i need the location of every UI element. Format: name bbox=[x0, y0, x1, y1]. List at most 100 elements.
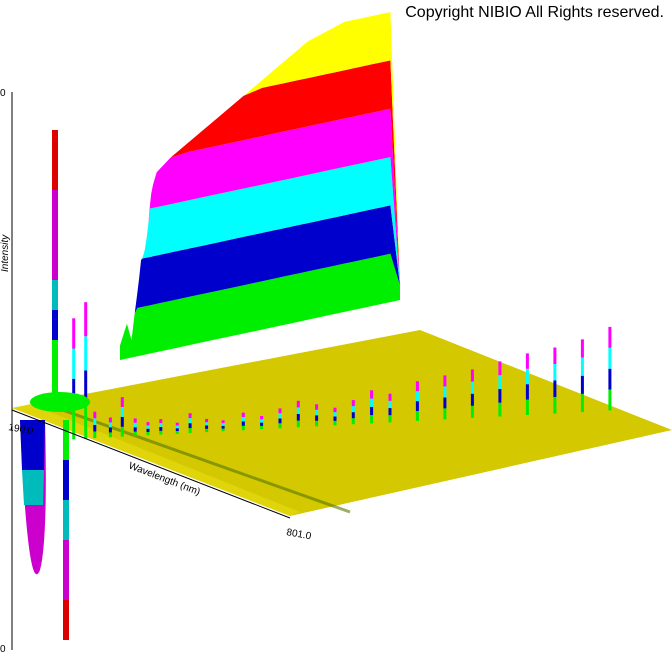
near-peak-24-band-3 bbox=[470, 381, 474, 394]
near-peak-20-band-4 bbox=[370, 390, 374, 399]
near-peak-12-band-4 bbox=[221, 420, 225, 424]
near-peak-25-band-2 bbox=[498, 388, 502, 403]
near-peak-10-band-1 bbox=[188, 428, 192, 434]
left-spike-up-seg-5 bbox=[52, 130, 58, 190]
near-peak-19-band-4 bbox=[351, 400, 355, 407]
near-peak-9-band-1 bbox=[175, 431, 179, 434]
near-peak-4-band-3 bbox=[108, 422, 112, 428]
left-dip-cyan bbox=[22, 470, 44, 505]
near-spectrum-peaks bbox=[72, 302, 612, 440]
y-top-tick-label: 0 bbox=[0, 88, 6, 99]
near-peak-10-band-2 bbox=[188, 423, 192, 429]
near-peak-6-band-3 bbox=[133, 422, 137, 428]
left-spike-down-seg-2 bbox=[63, 460, 69, 500]
near-peak-15-band-2 bbox=[278, 418, 282, 424]
near-peak-20-band-3 bbox=[370, 398, 374, 407]
near-peak-16-band-4 bbox=[296, 400, 300, 408]
near-peak-17-band-2 bbox=[315, 415, 319, 421]
x-start-tick-label: 190.0 bbox=[7, 422, 34, 437]
near-peak-8-band-4 bbox=[159, 419, 163, 424]
near-peak-11-band-1 bbox=[205, 428, 209, 433]
near-peak-15-band-3 bbox=[278, 413, 282, 419]
near-peak-26-band-1 bbox=[525, 399, 529, 415]
near-peak-2-band-1 bbox=[84, 404, 88, 439]
left-spike-up-seg-2 bbox=[52, 310, 58, 340]
near-peak-25-band-1 bbox=[498, 402, 502, 417]
floor-front-strip bbox=[12, 404, 300, 516]
near-peak-5-band-3 bbox=[120, 407, 124, 417]
near-peak-14-band-1 bbox=[260, 425, 264, 430]
near-peak-7-band-1 bbox=[146, 432, 150, 436]
near-peak-28-band-4 bbox=[580, 339, 584, 358]
near-peak-2-band-2 bbox=[84, 370, 88, 405]
near-peak-9-band-2 bbox=[175, 428, 179, 431]
near-peak-13-band-3 bbox=[241, 417, 245, 422]
near-peak-16-band-2 bbox=[296, 414, 300, 421]
near-peak-9-band-4 bbox=[175, 422, 179, 426]
near-peak-11-band-2 bbox=[205, 425, 209, 429]
near-peak-15-band-4 bbox=[278, 408, 282, 414]
near-peak-26-band-4 bbox=[525, 353, 529, 369]
wall-band-2 bbox=[120, 205, 400, 346]
near-peak-7-band-2 bbox=[146, 428, 150, 432]
near-peak-24-band-4 bbox=[470, 369, 474, 382]
near-peak-8-band-2 bbox=[159, 426, 163, 431]
near-peak-20-band-1 bbox=[370, 415, 374, 424]
near-peak-27-band-1 bbox=[553, 397, 557, 414]
near-peak-18-band-3 bbox=[333, 412, 337, 417]
near-peak-7-band-4 bbox=[146, 422, 150, 426]
near-peak-23-band-3 bbox=[443, 386, 447, 398]
near-peak-1-band-1 bbox=[72, 409, 76, 440]
near-peak-1-band-3 bbox=[72, 348, 76, 379]
near-peak-13-band-1 bbox=[241, 425, 245, 431]
copyright-notice: Copyright NIBIO All Rights reserved. bbox=[405, 4, 664, 21]
near-peak-8-band-1 bbox=[159, 430, 163, 435]
near-peak-24-band-2 bbox=[470, 393, 474, 406]
near-peak-3-band-1 bbox=[93, 431, 97, 439]
left-spike-down-seg-3 bbox=[63, 500, 69, 540]
wall-band-4 bbox=[120, 108, 400, 346]
near-peak-18-band-2 bbox=[333, 416, 337, 421]
near-peak-20-band-2 bbox=[370, 406, 374, 416]
near-peak-17-band-3 bbox=[315, 409, 319, 416]
near-peak-8-band-3 bbox=[159, 423, 163, 427]
near-peak-2-band-4 bbox=[84, 302, 88, 337]
near-peak-3-band-2 bbox=[93, 424, 97, 432]
near-peak-6-band-4 bbox=[133, 418, 137, 423]
near-peak-22-band-4 bbox=[415, 381, 419, 392]
near-peak-22-band-1 bbox=[415, 411, 419, 421]
floor-plane bbox=[12, 330, 672, 516]
near-peak-10-band-3 bbox=[188, 418, 192, 424]
wall-band-1 bbox=[120, 253, 400, 360]
near-peak-3-band-4 bbox=[93, 411, 97, 419]
near-peak-6-band-1 bbox=[133, 431, 137, 436]
wall-band-6 bbox=[120, 12, 400, 346]
near-peak-16-band-1 bbox=[296, 420, 300, 428]
y-axis-label: Intensity bbox=[0, 234, 11, 272]
near-peak-4-band-1 bbox=[108, 432, 112, 438]
near-peak-3-band-3 bbox=[93, 418, 97, 425]
near-peak-14-band-4 bbox=[260, 416, 264, 420]
near-peak-27-band-2 bbox=[553, 380, 557, 397]
near-peak-12-band-2 bbox=[221, 425, 225, 429]
near-peak-24-band-1 bbox=[470, 405, 474, 418]
near-peak-22-band-2 bbox=[415, 401, 419, 411]
near-peak-19-band-1 bbox=[351, 418, 355, 425]
wall-band-3 bbox=[120, 157, 400, 346]
near-peak-28-band-1 bbox=[580, 393, 584, 413]
left-spike-up-seg-4 bbox=[52, 190, 58, 280]
left-green-base bbox=[30, 392, 90, 412]
near-peak-25-band-4 bbox=[498, 361, 502, 376]
near-peak-29-band-4 bbox=[608, 326, 612, 348]
near-peak-14-band-3 bbox=[260, 419, 264, 423]
near-peak-29-band-2 bbox=[608, 368, 612, 390]
near-peak-28-band-3 bbox=[580, 357, 584, 376]
near-peak-5-band-2 bbox=[120, 416, 124, 427]
near-peak-5-band-1 bbox=[120, 426, 124, 437]
near-peak-1-band-4 bbox=[72, 318, 76, 349]
near-peak-15-band-1 bbox=[278, 423, 282, 429]
left-spike-down-seg-4 bbox=[63, 540, 69, 600]
near-peak-26-band-3 bbox=[525, 368, 529, 385]
near-peak-21-band-4 bbox=[388, 393, 392, 401]
